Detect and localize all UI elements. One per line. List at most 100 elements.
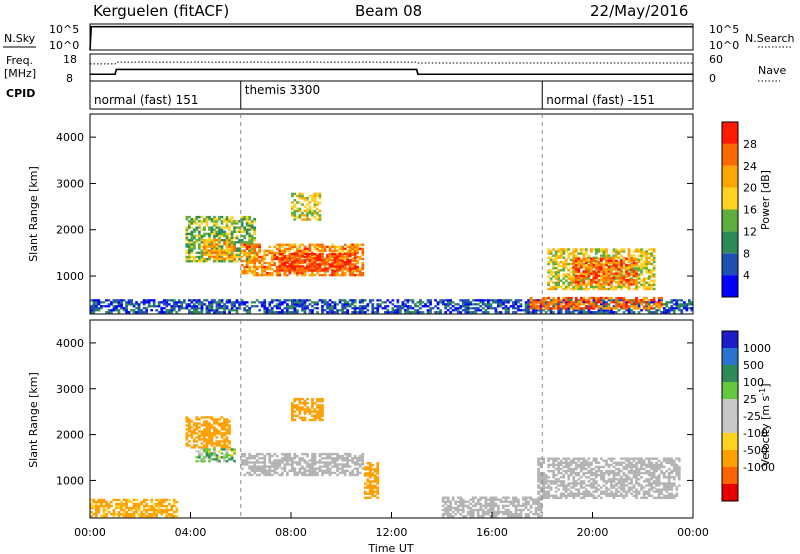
heatmap-cell	[593, 303, 596, 305]
heatmap-cell	[294, 261, 297, 263]
heatmap-cell	[251, 258, 254, 260]
heatmap-cell	[258, 468, 261, 470]
heatmap-cell	[186, 307, 189, 309]
heatmap-cell	[278, 301, 281, 303]
heatmap-cell	[198, 299, 201, 301]
heatmap-cell	[374, 468, 377, 470]
heatmap-cell	[289, 311, 292, 313]
heatmap-cell	[301, 301, 304, 303]
heatmap-cell	[319, 468, 322, 470]
heatmap-cell	[650, 464, 653, 466]
heatmap-cell	[93, 309, 96, 311]
heatmap-cell	[577, 458, 580, 460]
heatmap-cell	[256, 244, 259, 246]
heatmap-cell	[321, 465, 324, 467]
heatmap-cell	[376, 483, 379, 485]
heatmap-cell	[344, 463, 347, 465]
heatmap-cell	[266, 272, 269, 274]
heatmap-cell	[577, 464, 580, 466]
heatmap-cell	[248, 237, 251, 239]
heatmap-cell	[188, 254, 191, 256]
heatmap-cell	[507, 299, 510, 301]
heatmap-cell	[550, 252, 553, 254]
heatmap-cell	[376, 489, 379, 491]
heatmap-cell	[610, 273, 613, 275]
heatmap-cell	[648, 460, 651, 462]
heatmap-cell	[552, 255, 555, 257]
heatmap-cell	[218, 233, 221, 235]
heatmap-cell	[467, 311, 470, 313]
heatmap-cell	[545, 486, 548, 488]
heatmap-cell	[341, 459, 344, 461]
heatmap-cell	[615, 268, 618, 270]
heatmap-cell	[248, 262, 251, 264]
heatmap-cell	[273, 252, 276, 254]
heatmap-cell	[562, 301, 565, 303]
heatmap-cell	[633, 464, 636, 466]
heatmap-cell	[613, 474, 616, 476]
heatmap-cell	[186, 428, 189, 430]
heatmap-cell	[304, 256, 307, 258]
heatmap-cell	[211, 245, 214, 247]
heatmap-cell	[221, 448, 224, 450]
heatmap-cell	[593, 297, 596, 299]
heatmap-cell	[191, 307, 194, 309]
heatmap-cell	[115, 309, 118, 311]
heatmap-cell	[253, 274, 256, 276]
heatmap-cell	[620, 260, 623, 262]
heatmap-cell	[555, 282, 558, 284]
heatmap-cell	[296, 398, 299, 400]
heatmap-cell	[567, 263, 570, 265]
heatmap-cell	[273, 305, 276, 307]
heatmap-cell	[610, 470, 613, 472]
heatmap-cell	[201, 222, 204, 224]
heatmap-cell	[635, 476, 638, 478]
heatmap-cell	[351, 457, 354, 459]
heatmap-cell	[268, 272, 271, 274]
heatmap-cell	[256, 465, 259, 467]
heatmap-cell	[100, 515, 103, 517]
heatmap-cell	[663, 495, 666, 497]
heatmap-cell	[304, 400, 307, 402]
heatmap-cell	[208, 307, 211, 309]
heatmap-cell	[251, 252, 254, 254]
heatmap-cell	[108, 309, 111, 311]
heatmap-cell	[670, 470, 673, 472]
heatmap-cell	[658, 464, 661, 466]
heatmap-cell	[306, 210, 309, 212]
heatmap-cell	[613, 264, 616, 266]
heatmap-cell	[253, 270, 256, 272]
heatmap-cell	[150, 309, 153, 311]
heatmap-cell	[160, 301, 163, 303]
heatmap-cell	[281, 250, 284, 252]
heatmap-cell	[186, 216, 189, 218]
heatmap-cell	[294, 398, 297, 400]
heatmap-cell	[474, 311, 477, 313]
heatmap-cell	[309, 474, 312, 476]
heatmap-cell	[593, 486, 596, 488]
heatmap-cell	[562, 474, 565, 476]
heatmap-cell	[201, 301, 204, 303]
heatmap-cell	[344, 299, 347, 301]
heatmap-cell	[555, 255, 558, 257]
heatmap-cell	[439, 311, 442, 313]
heatmap-cell	[266, 309, 269, 311]
heatmap-cell	[299, 402, 302, 404]
heatmap-cell	[376, 307, 379, 309]
heatmap-cell	[640, 472, 643, 474]
heatmap-cell	[547, 275, 550, 277]
heatmap-cell	[572, 476, 575, 478]
heatmap-cell	[299, 250, 302, 252]
heatmap-cell	[351, 258, 354, 260]
heatmap-cell	[580, 266, 583, 268]
heatmap-cell	[582, 273, 585, 275]
heatmap-cell	[216, 239, 219, 241]
heatmap-cell	[193, 260, 196, 262]
heatmap-cell	[603, 264, 606, 266]
heatmap-cell	[346, 301, 349, 303]
heatmap-cell	[268, 472, 271, 474]
heatmap-cell	[598, 262, 601, 264]
heatmap-cell	[281, 253, 284, 255]
heatmap-cell	[218, 311, 221, 313]
heatmap-cell	[354, 253, 357, 255]
